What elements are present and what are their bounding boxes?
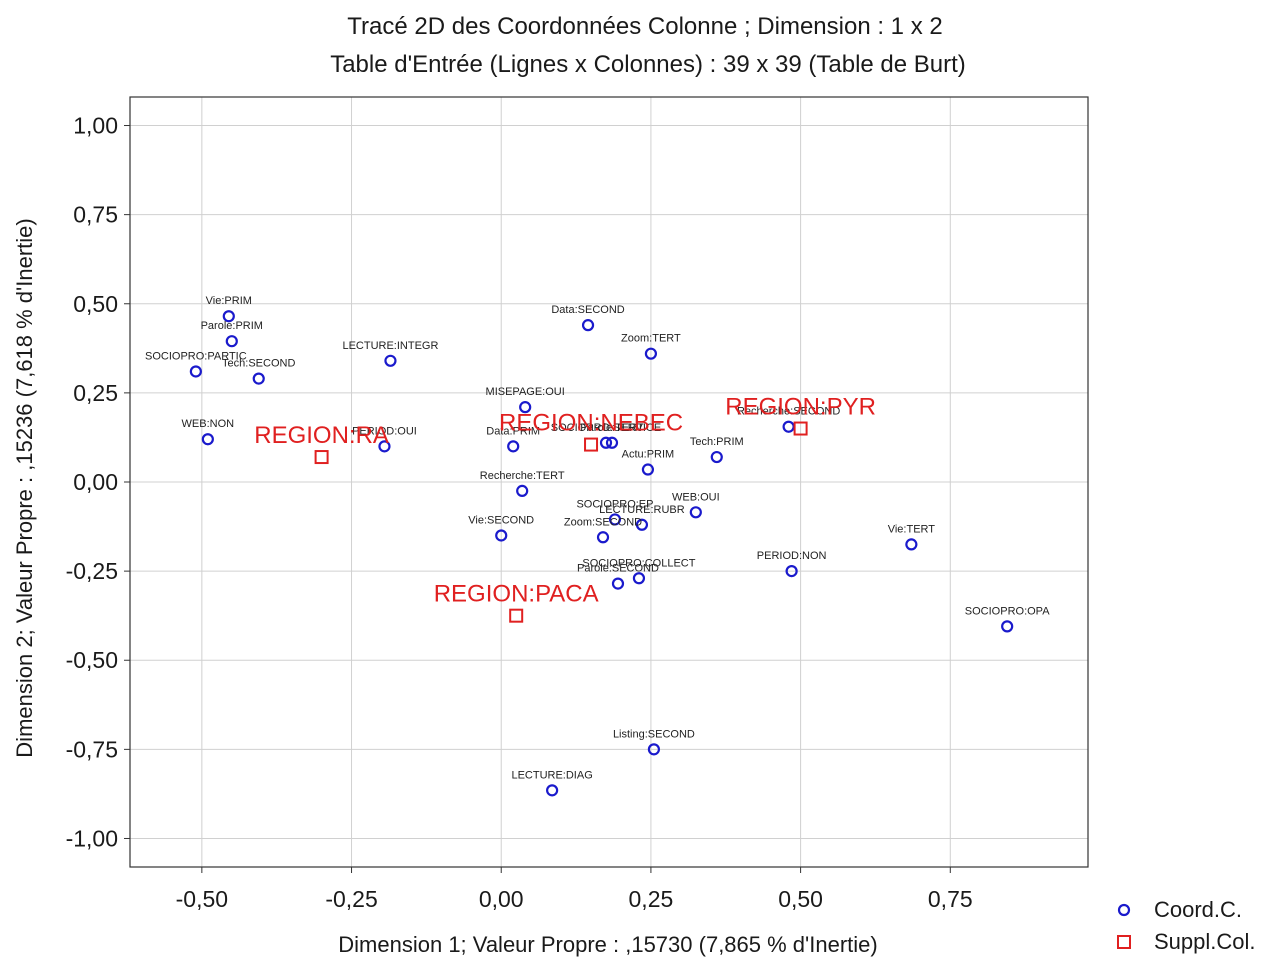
point-label: LECTURE:INTEGR	[342, 340, 438, 352]
y-tick-label: 0,50	[73, 291, 118, 317]
point-label: Zoom:SECOND	[564, 516, 642, 528]
y-tick-label: 0,00	[73, 469, 118, 495]
point-label: WEB:OUI	[672, 491, 720, 503]
legend-square-marker	[1117, 935, 1131, 949]
point-label: MISEPAGE:OUI	[486, 386, 565, 398]
point-label: Recherche:TERT	[480, 470, 565, 482]
data-point	[189, 365, 202, 378]
x-tick-label: -0,25	[325, 886, 377, 912]
data-point	[495, 529, 508, 542]
point-label: SOCIOPRO:OPA	[965, 605, 1050, 617]
point-label: Tech:SECOND	[222, 358, 295, 370]
legend-circle-marker	[1117, 903, 1131, 917]
data-point	[546, 784, 559, 797]
y-tick-label: -0,50	[66, 647, 118, 673]
data-point	[378, 440, 391, 453]
point-label: Recherche:SECOND	[737, 406, 840, 418]
point-label: Parole:PRIM	[201, 320, 263, 332]
y-tick-label: 1,00	[73, 113, 118, 139]
data-point	[689, 506, 702, 519]
data-point	[1001, 620, 1014, 633]
point-label: SOCIOPRO:PARTIC	[145, 350, 247, 362]
data-point	[644, 347, 658, 360]
supplementary-label: REGION:PYR	[725, 394, 876, 421]
data-point	[581, 319, 595, 332]
point-label: SOCIOPRO:COLLECT	[582, 557, 695, 569]
data-point	[782, 420, 795, 433]
legend-label-coord: Coord.C.	[1154, 897, 1242, 922]
supplementary-point	[314, 450, 329, 465]
point-label: SOCIOPRO:SERVICE	[551, 422, 661, 434]
x-axis-label: Dimension 1; Valeur Propre : ,15730 (7,8…	[338, 932, 877, 957]
point-label: Parole:SECOND	[577, 563, 659, 575]
x-tick-label: 0,00	[479, 886, 524, 912]
point-label: PERIOD:OUI	[352, 425, 417, 437]
chart-title: Tracé 2D des Coordonnées Colonne ; Dimen…	[347, 13, 942, 40]
x-tick-label: 0,50	[778, 886, 823, 912]
data-point	[785, 565, 798, 578]
data-point	[599, 436, 613, 449]
supplementary-point	[584, 437, 599, 452]
axis-ticks: -0,50 -0,25 0,00 0,25 0,50 0,75 1,00 0,75 0,50 0,…	[66, 113, 973, 912]
data-point	[605, 436, 619, 449]
point-label: PERIOD:NON	[757, 550, 827, 562]
point-label: Listing:SECOND	[613, 728, 695, 740]
y-tick-label: 0,25	[73, 380, 118, 406]
supplementary-label: REGION:RA	[254, 422, 389, 449]
point-labels: Vie:PRIM Parole:PRIM SOCIOPRO:PARTICTech:S…	[145, 295, 1050, 781]
data-point	[516, 484, 529, 498]
data-point	[905, 538, 918, 551]
data-point	[608, 513, 622, 526]
point-label: Zoom:TERT	[621, 333, 681, 345]
y-tick-label: -1,00	[66, 825, 118, 851]
point-label: WEB:NON	[182, 418, 235, 430]
y-tick-label: -0,75	[66, 736, 118, 762]
data-points	[189, 310, 1014, 797]
data-point	[596, 531, 610, 544]
grid-lines	[130, 97, 1088, 867]
point-label: LECTURE:DIAG	[511, 769, 592, 781]
data-point	[611, 577, 625, 590]
point-label: Vie:SECOND	[468, 514, 534, 526]
supplementary-point	[793, 421, 808, 436]
data-point	[225, 335, 238, 348]
y-tick-label: 0,75	[73, 202, 118, 228]
point-label: Tech:PRIM	[690, 436, 744, 448]
data-point	[384, 354, 397, 367]
x-tick-label: -0,50	[176, 886, 228, 912]
y-tick-label: -0,25	[66, 558, 118, 584]
x-tick-label: 0,75	[928, 886, 973, 912]
point-label: LECTURE:RUBR	[599, 504, 685, 516]
data-point	[632, 572, 646, 585]
point-label: Vie:PRIM	[206, 295, 252, 307]
supplementary-label: REGION:PACA	[434, 581, 599, 608]
x-tick-label: 0,25	[629, 886, 674, 912]
data-point	[641, 463, 655, 476]
point-label: Data:PRIM	[486, 425, 540, 437]
data-point	[647, 743, 661, 756]
chart-legend: Coord.C. Suppl.Col.	[1117, 897, 1256, 954]
data-point	[222, 310, 235, 323]
point-label: Actu:PRIM	[622, 449, 675, 461]
data-point	[507, 440, 520, 453]
point-label: SOCIOPRO:EP	[576, 498, 653, 510]
supplementary-label: REGION:NEBEC	[499, 410, 683, 437]
chart-subtitle: Table d'Entrée (Lignes x Colonnes) : 39 …	[330, 51, 966, 78]
data-point	[710, 450, 723, 464]
point-label: Parole:TERT	[580, 422, 644, 434]
data-point	[201, 433, 214, 446]
point-label: Vie:TERT	[888, 523, 936, 535]
point-label: Data:SECOND	[551, 304, 624, 316]
supplementary-point	[509, 608, 524, 623]
y-axis-label: Dimension 2; Valeur Propre : ,15236 (7,6…	[12, 218, 37, 757]
data-point	[519, 401, 532, 414]
data-point	[252, 372, 265, 385]
legend-label-supp: Suppl.Col.	[1154, 929, 1256, 954]
data-point	[635, 518, 649, 531]
